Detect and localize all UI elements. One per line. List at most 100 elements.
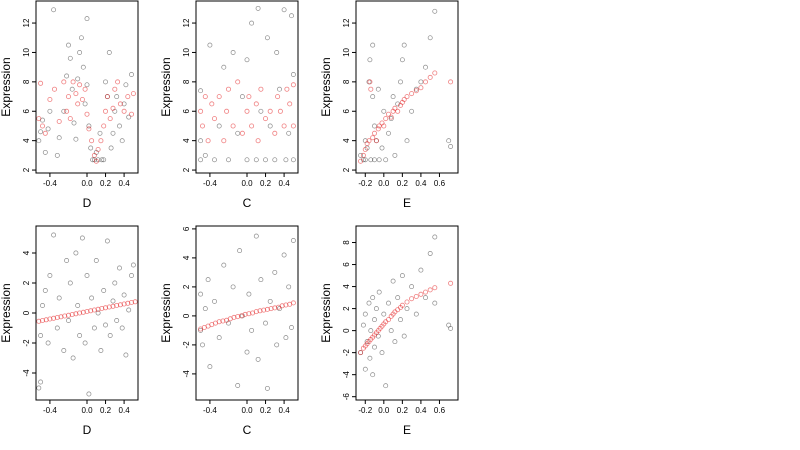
data-point-bottom-left-s0-13 <box>67 280 73 286</box>
data-point-top-middle-s1-28 <box>290 123 296 129</box>
data-point-top-middle-s1-13 <box>244 108 250 114</box>
data-point-top-middle-s1-16 <box>253 101 259 107</box>
data-point-top-left-s1-6 <box>56 119 62 125</box>
data-point-bottom-left-s0-30 <box>107 333 113 338</box>
data-point-top-left-s1-25 <box>103 108 109 114</box>
y-tick-label-top-middle-0: 2 <box>182 167 191 172</box>
x-tick-label-bottom-middle-3: 0.4 <box>279 406 291 415</box>
data-point-top-middle-s0-13 <box>244 57 250 63</box>
data-point-bottom-right-s0-27 <box>409 284 415 290</box>
y-tick-label-top-left-1: 4 <box>22 138 31 143</box>
chart-panel-bottom-middle: -0.4 0.0 0.2 0.4 -4 -2 0 2 4 6 C Expression <box>159 225 299 437</box>
data-point-top-middle-s1-24 <box>281 123 287 129</box>
plot-frame-top-middle <box>195 0 299 174</box>
y-tick-label-bottom-left-0: -4 <box>22 369 31 377</box>
data-point-bottom-right-s1-21 <box>404 299 410 305</box>
y-axis-title-bottom-right: Expression <box>319 283 333 342</box>
data-point-bottom-left-s0-35 <box>119 325 125 331</box>
data-point-top-middle-s0-10 <box>235 130 241 136</box>
data-point-bottom-left-s1-15 <box>91 307 97 313</box>
data-point-top-middle-s1-27 <box>290 82 296 88</box>
y-tick-label-top-middle-3: 8 <box>182 79 191 84</box>
data-point-bottom-middle-s0-8 <box>221 262 227 268</box>
data-point-top-left-s1-4 <box>47 97 53 103</box>
data-point-top-left-s1-10 <box>67 116 73 122</box>
data-point-top-left-s0-19 <box>80 64 86 70</box>
data-point-top-left-s0-1 <box>38 129 44 135</box>
data-point-top-middle-s1-23 <box>277 108 283 114</box>
data-point-bottom-left-s0-0 <box>36 385 42 391</box>
x-tick-label-top-middle-3: 0.4 <box>279 179 291 188</box>
data-point-top-middle-s1-1 <box>199 123 205 129</box>
y-tick-label-top-right-1: 4 <box>342 138 351 143</box>
data-point-top-right-s1-26 <box>418 85 424 91</box>
data-point-bottom-middle-s0-1 <box>198 291 204 297</box>
data-point-top-left-s0-43 <box>126 114 132 120</box>
data-point-top-right-s0-25 <box>401 42 407 48</box>
y-tick-label-bottom-right-7: 8 <box>342 240 351 245</box>
data-point-top-left-s0-22 <box>84 82 90 88</box>
data-point-bottom-left-s0-4 <box>42 288 48 293</box>
data-point-bottom-middle-s0-22 <box>267 298 273 304</box>
data-point-bottom-right-s0-34 <box>446 322 452 328</box>
chart-panel-bottom-right: -0.2 0.0 0.2 0.4 0.6 -6 -4 -2 0 2 4 6 8 E Expression <box>319 225 459 437</box>
data-point-top-right-s1-6 <box>368 86 374 92</box>
data-point-bottom-right-s0-21 <box>392 339 398 345</box>
data-point-bottom-left-s0-36 <box>121 292 127 298</box>
x-tick-label-top-right-3: 0.4 <box>415 179 427 188</box>
data-point-top-middle-s0-4 <box>207 42 213 48</box>
data-point-bottom-middle-s0-0 <box>198 327 204 333</box>
data-point-bottom-middle-s0-18 <box>255 356 261 362</box>
data-point-bottom-middle-s0-19 <box>258 277 264 283</box>
data-point-bottom-middle-s1-17 <box>261 307 267 313</box>
x-tick-label-top-middle-0: -0.4 <box>203 179 217 188</box>
y-tick-label-bottom-right-0: -6 <box>342 393 351 401</box>
y-tick-label-top-right-2: 6 <box>342 108 351 113</box>
data-point-top-middle-s1-25 <box>284 86 290 92</box>
data-point-top-left-s1-35 <box>130 91 136 97</box>
data-point-top-right-s0-26 <box>404 138 410 144</box>
y-tick-label-top-left-0: 2 <box>22 167 31 172</box>
data-point-top-middle-s0-8 <box>226 157 231 163</box>
data-point-top-right-s0-28 <box>413 86 419 92</box>
y-tick-label-top-middle-5: 12 <box>182 18 191 27</box>
x-tick-label-top-right-0: -0.2 <box>358 179 372 188</box>
x-tick-label-bottom-right-2: 0.2 <box>397 406 409 415</box>
data-point-top-right-s0-20 <box>390 94 396 100</box>
data-point-bottom-left-s0-15 <box>73 250 79 256</box>
data-point-bottom-left-s0-27 <box>101 288 107 293</box>
data-point-bottom-left-s0-34 <box>117 265 122 271</box>
data-point-bottom-left-s0-29 <box>104 238 110 244</box>
data-point-top-left-s0-21 <box>84 16 90 22</box>
data-point-top-right-s0-24 <box>399 57 405 63</box>
data-point-top-right-s1-0 <box>358 158 364 164</box>
y-tick-label-bottom-middle-3: 2 <box>182 284 191 289</box>
data-point-bottom-middle-s0-23 <box>272 269 278 275</box>
data-point-top-right-s0-27 <box>409 108 415 114</box>
data-point-top-right-s1-29 <box>432 70 438 76</box>
data-point-bottom-right-s0-31 <box>427 251 433 256</box>
y-tick-label-bottom-left-3: 2 <box>22 280 31 285</box>
data-point-top-middle-s0-24 <box>281 7 287 13</box>
data-point-top-right-s1-18 <box>392 105 398 111</box>
data-point-top-left-s1-32 <box>121 108 127 114</box>
data-point-top-right-s1-5 <box>367 79 373 85</box>
data-point-bottom-right-s0-23 <box>398 317 403 323</box>
data-point-bottom-left-s0-14 <box>70 355 76 361</box>
data-point-top-right-s0-14 <box>376 157 382 163</box>
data-point-bottom-right-s0-11 <box>372 344 377 350</box>
data-point-top-middle-s0-21 <box>272 157 278 163</box>
data-point-bottom-left-s0-26 <box>98 348 104 353</box>
data-point-bottom-left-s0-9 <box>56 295 62 301</box>
data-point-top-right-s0-22 <box>395 101 401 107</box>
data-point-bottom-middle-s1-10 <box>235 314 241 320</box>
data-point-bottom-left-s0-11 <box>64 258 70 263</box>
data-point-top-middle-s1-17 <box>255 138 261 144</box>
data-point-top-right-s0-29 <box>418 79 424 85</box>
data-point-top-right-s0-2 <box>362 157 368 163</box>
data-point-top-left-s0-8 <box>56 135 62 141</box>
data-point-top-left-s0-15 <box>73 136 79 142</box>
data-point-bottom-right-s1-18 <box>395 307 401 313</box>
data-point-top-right-s1-28 <box>427 74 433 80</box>
data-point-bottom-right-s0-26 <box>404 306 410 312</box>
